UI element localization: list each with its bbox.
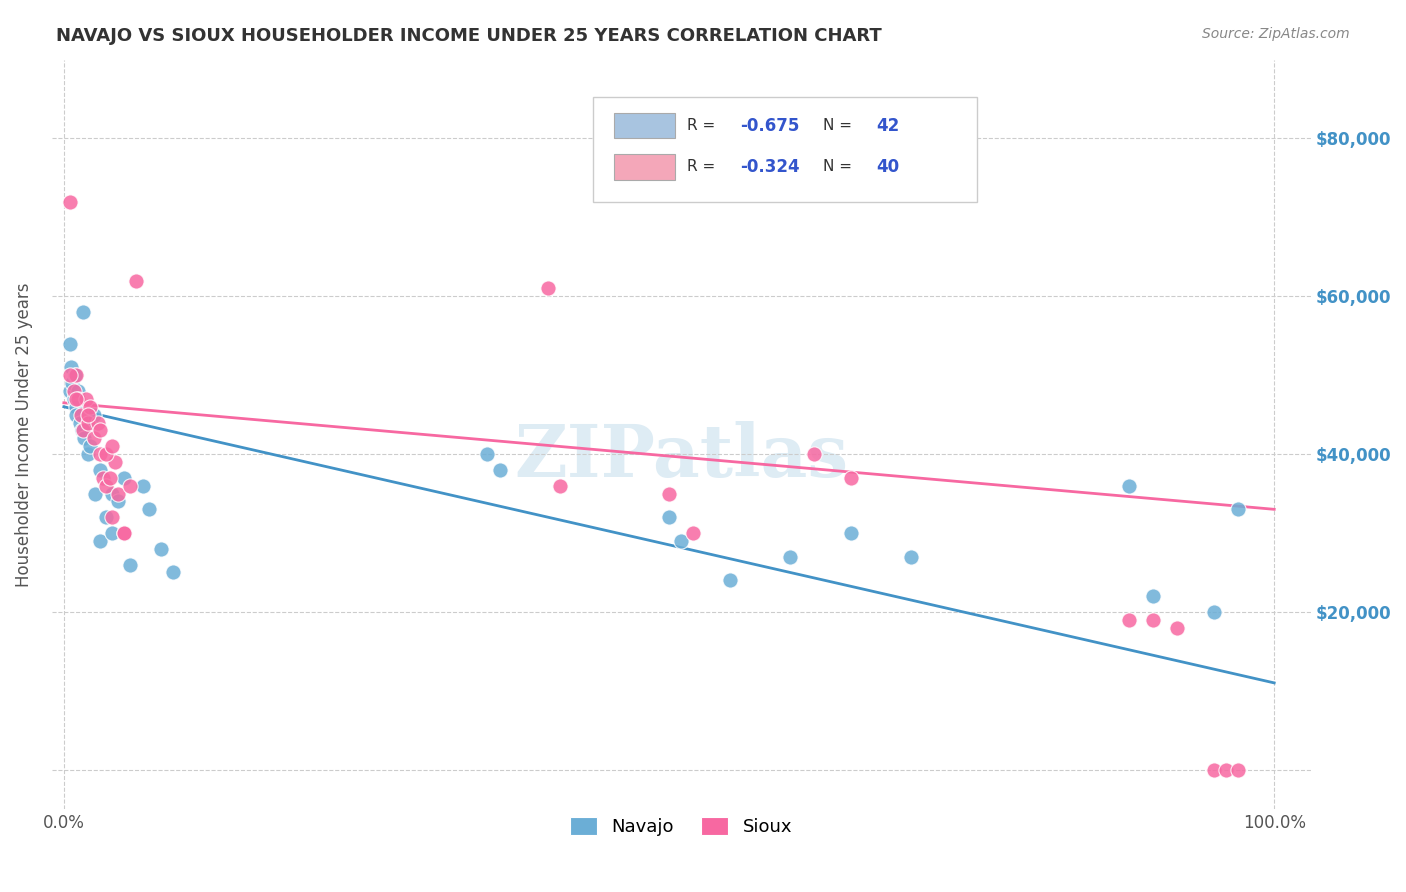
Point [79,439,101,453]
Point [67,384,90,398]
Point [101,510,124,524]
Point [477,447,499,461]
Point [1142,613,1164,627]
Point [77,416,100,430]
Text: N =: N = [824,118,858,133]
Point [1166,621,1188,635]
Point [59,384,82,398]
Point [104,455,127,469]
Point [63,368,86,383]
Point [98,471,121,485]
Text: NAVAJO VS SIOUX HOUSEHOLDER INCOME UNDER 25 YEARS CORRELATION CHART: NAVAJO VS SIOUX HOUSEHOLDER INCOME UNDER… [56,27,882,45]
Text: -0.324: -0.324 [741,158,800,176]
Point [112,526,135,541]
Point [75,392,97,406]
Text: R =: R = [688,160,720,174]
Point [112,526,135,541]
Point [779,549,801,564]
Point [101,526,124,541]
FancyBboxPatch shape [614,154,675,179]
Point [83,408,105,422]
Point [77,447,100,461]
Point [488,463,510,477]
Point [77,416,100,430]
Point [83,431,105,445]
FancyBboxPatch shape [614,112,675,138]
Point [89,424,111,438]
Point [1142,589,1164,603]
Point [682,526,704,541]
Point [89,533,111,548]
Text: N =: N = [824,160,858,174]
Point [69,408,91,422]
Point [138,502,160,516]
Point [62,392,84,406]
Point [149,541,172,556]
Point [120,558,142,572]
Point [101,439,124,453]
Point [60,376,83,390]
Point [803,447,825,461]
Point [65,368,87,383]
Point [658,486,681,500]
Text: -0.675: -0.675 [741,117,800,135]
Point [72,424,94,438]
Point [96,447,118,461]
Point [112,471,135,485]
Point [73,431,96,445]
Point [89,463,111,477]
Point [900,549,922,564]
Text: R =: R = [688,118,720,133]
Point [96,510,118,524]
Point [120,478,142,492]
Point [125,273,148,287]
Point [718,574,741,588]
Point [1118,613,1140,627]
Point [548,478,571,492]
Text: 42: 42 [876,117,900,135]
Legend: Navajo, Sioux: Navajo, Sioux [561,807,801,845]
Point [77,408,100,422]
Point [79,400,101,414]
Point [69,416,91,430]
Text: ZIPatlas: ZIPatlas [515,421,848,492]
Point [839,526,862,541]
Point [107,494,129,508]
Point [1226,763,1249,777]
Point [67,392,90,406]
Point [59,194,82,209]
Point [669,533,692,548]
Point [60,360,83,375]
Point [1118,478,1140,492]
Point [72,305,94,319]
Point [101,486,124,500]
Point [1226,502,1249,516]
Point [87,416,110,430]
Point [131,478,153,492]
FancyBboxPatch shape [593,97,977,202]
Point [59,336,82,351]
Point [96,478,118,492]
Text: 40: 40 [876,158,900,176]
Point [89,447,111,461]
Point [1202,605,1225,619]
Point [537,281,560,295]
Text: Source: ZipAtlas.com: Source: ZipAtlas.com [1202,27,1350,41]
Point [65,392,87,406]
Point [84,486,107,500]
Point [658,510,681,524]
Y-axis label: Householder Income Under 25 years: Householder Income Under 25 years [15,282,32,587]
Point [839,471,862,485]
Point [1202,763,1225,777]
Point [107,486,129,500]
Point [65,408,87,422]
Point [70,424,93,438]
Point [62,384,84,398]
Point [91,471,114,485]
Point [1215,763,1237,777]
Point [162,566,184,580]
Point [65,400,87,414]
Point [59,368,82,383]
